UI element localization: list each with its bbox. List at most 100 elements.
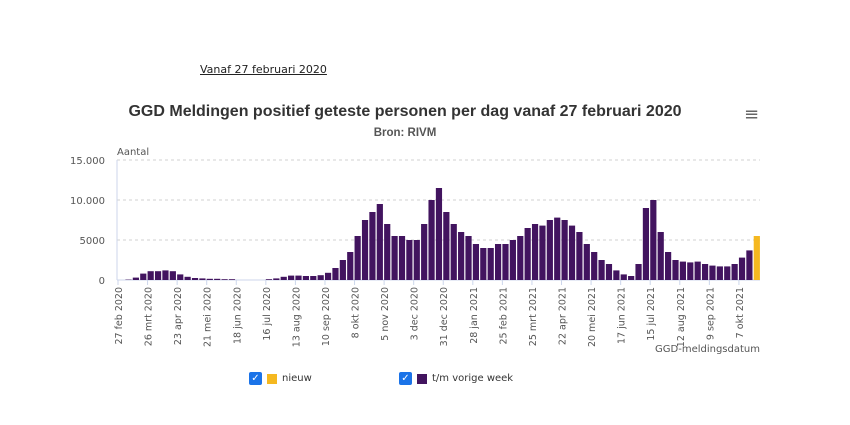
bar-vorige-week[interactable] [443,212,450,280]
bar-vorige-week[interactable] [324,272,332,280]
bar-vorige-week[interactable] [317,275,324,280]
bar-vorige-week[interactable] [273,278,280,280]
bar-vorige-week[interactable] [458,232,465,280]
bar-vorige-week[interactable] [162,270,169,280]
bar-vorige-week[interactable] [709,265,716,280]
bar-vorige-week[interactable] [421,224,428,280]
bar-vorige-week[interactable] [310,276,317,280]
bar-vorige-week[interactable] [546,220,553,280]
bar-vorige-week[interactable] [605,264,613,280]
bar-vorige-week[interactable] [280,276,287,280]
bar-vorige-week[interactable] [265,279,273,280]
bar-vorige-week[interactable] [687,262,694,280]
hamburger-menu-icon[interactable]: ≡ [744,104,760,125]
bar-vorige-week[interactable] [716,266,723,280]
x-tick-label: 5 nov 2020 [380,287,391,341]
bar-vorige-week[interactable] [746,250,753,280]
x-tick-label: 18 jun 2020 [232,287,243,344]
bar-vorige-week[interactable] [738,257,746,280]
bar-vorige-week[interactable] [650,200,657,280]
bar-vorige-week[interactable] [635,264,642,280]
bar-vorige-week[interactable] [502,244,509,280]
bar-vorige-week[interactable] [524,228,531,280]
bar-vorige-week[interactable] [517,236,524,280]
bar-vorige-week[interactable] [539,225,546,280]
bar-vorige-week[interactable] [694,261,701,280]
x-tick-label: 27 feb 2020 [114,287,125,345]
bar-vorige-week[interactable] [191,278,199,280]
bar-vorige-week[interactable] [583,244,590,280]
bar-vorige-week[interactable] [620,274,627,280]
date-range-link[interactable]: Vanaf 27 februari 2020 [200,63,327,76]
legend-swatch [267,373,277,384]
bar-vorige-week[interactable] [665,252,672,280]
bar-vorige-week[interactable] [701,264,709,280]
bar-vorige-week[interactable] [428,200,435,280]
bar-vorige-week[interactable] [568,225,576,280]
bar-vorige-week[interactable] [576,232,583,280]
bar-vorige-week[interactable] [480,248,487,280]
bar-vorige-week[interactable] [354,236,361,280]
bar-vorige-week[interactable] [679,261,686,280]
bar-vorige-week[interactable] [177,274,184,280]
bar-vorige-week[interactable] [561,220,568,280]
bar-vorige-week[interactable] [413,240,420,280]
bar-vorige-week[interactable] [147,271,154,280]
x-tick-label: 20 mei 2021 [587,287,598,347]
bar-vorige-week[interactable] [672,260,679,280]
bar-vorige-week[interactable] [154,271,162,280]
bar-vorige-week[interactable] [376,204,383,280]
legend-item-nieuw[interactable]: ✓ nieuw [249,372,312,385]
bar-vorige-week[interactable] [384,224,391,280]
bar-vorige-week[interactable] [228,279,236,280]
bar-vorige-week[interactable] [487,248,494,280]
bar-vorige-week[interactable] [450,224,457,280]
chart-title: GGD Meldingen positief geteste personen … [128,103,682,120]
legend-swatch [417,373,427,384]
bar-vorige-week[interactable] [406,240,413,280]
bar-vorige-week[interactable] [221,279,228,280]
bar-vorige-week[interactable] [295,275,302,280]
checkbox-checked-icon[interactable]: ✓ [249,372,262,385]
x-tick-label: 16 jul 2020 [262,287,273,341]
bar-vorige-week[interactable] [591,252,598,280]
legend-item-vorige-week[interactable]: ✓ t/m vorige week [399,372,513,385]
bar-vorige-week[interactable] [472,244,480,280]
x-tick-label: 25 mrt 2021 [528,287,539,346]
bar-vorige-week[interactable] [391,236,398,280]
bar-vorige-week[interactable] [332,268,339,280]
bar-vorige-week[interactable] [554,217,561,280]
bar-vorige-week[interactable] [531,224,539,280]
bar-vorige-week[interactable] [398,236,406,280]
bar-vorige-week[interactable] [598,260,605,280]
x-tick-label: 9 sep 2021 [705,287,716,340]
x-tick-label: 25 feb 2021 [498,287,509,345]
bar-vorige-week[interactable] [494,244,502,280]
bar-vorige-week[interactable] [347,252,354,280]
bar-vorige-week[interactable] [288,275,295,280]
bar-vorige-week[interactable] [169,271,176,280]
checkbox-checked-icon[interactable]: ✓ [399,372,412,385]
bar-vorige-week[interactable] [214,278,221,280]
bar-vorige-week[interactable] [339,260,346,280]
x-tick-label: 3 dec 2020 [410,287,421,340]
bar-vorige-week[interactable] [724,266,731,280]
bar-vorige-week[interactable] [132,277,139,280]
bar-vorige-week[interactable] [642,208,650,280]
bar-vorige-week[interactable] [361,220,369,280]
bar-vorige-week[interactable] [302,276,309,280]
bar-vorige-week[interactable] [657,232,664,280]
bar-vorige-week[interactable] [184,276,191,280]
bar-nieuw[interactable] [753,236,760,280]
bar-vorige-week[interactable] [369,212,376,280]
bar-vorige-week[interactable] [465,236,472,280]
x-tick-label: 21 mei 2020 [203,287,214,347]
bar-vorige-week[interactable] [140,273,147,280]
bar-vorige-week[interactable] [628,276,635,280]
bar-vorige-week[interactable] [199,278,206,280]
bar-vorige-week[interactable] [435,188,443,280]
bar-vorige-week[interactable] [206,278,213,280]
bar-vorige-week[interactable] [731,264,738,280]
bar-vorige-week[interactable] [509,240,516,280]
bar-vorige-week[interactable] [613,270,620,280]
